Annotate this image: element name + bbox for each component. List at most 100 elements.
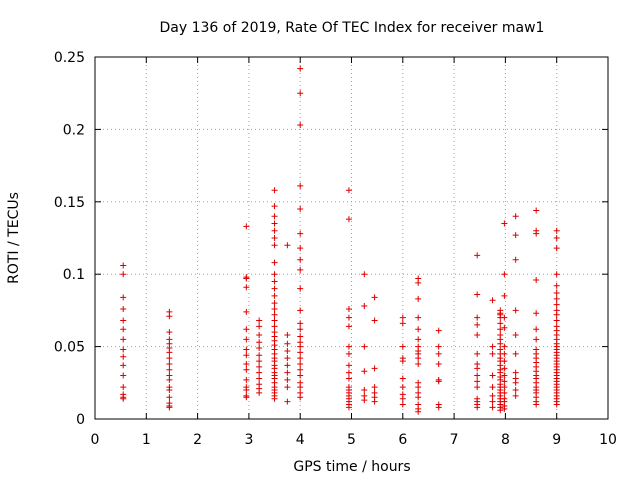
data-point (166, 366, 173, 373)
data-point (243, 346, 250, 353)
data-point (399, 320, 406, 327)
data-point (120, 372, 127, 379)
data-point (284, 242, 291, 249)
data-point (415, 355, 422, 362)
data-point (501, 384, 508, 391)
data-point (489, 343, 496, 350)
data-point (297, 333, 304, 340)
data-point (256, 345, 263, 352)
x-tick-label: 5 (347, 432, 356, 448)
data-point (345, 323, 352, 330)
data-point (474, 384, 481, 391)
x-axis-label: GPS time / hours (293, 459, 410, 475)
data-point (553, 401, 560, 408)
data-point (512, 387, 519, 394)
data-point (489, 372, 496, 379)
data-point (284, 362, 291, 369)
data-point (553, 290, 560, 297)
data-point (553, 235, 560, 241)
data-point (415, 360, 422, 367)
data-point (271, 213, 278, 220)
data-point (553, 271, 560, 278)
data-point (512, 213, 519, 220)
data-point (399, 401, 406, 408)
data-point (271, 271, 278, 278)
data-point (120, 317, 127, 324)
data-point (256, 389, 263, 396)
data-point (361, 397, 368, 404)
data-point (120, 336, 127, 343)
data-point (120, 262, 127, 269)
data-point (501, 365, 508, 372)
data-point (345, 375, 352, 382)
data-point (243, 336, 250, 343)
data-point (297, 355, 304, 362)
data-point (497, 326, 504, 333)
data-point (297, 90, 304, 97)
data-point (489, 392, 496, 399)
data-point (256, 317, 263, 324)
data-point (553, 282, 560, 289)
data-point (474, 291, 481, 298)
data-point (166, 360, 173, 367)
data-point (533, 336, 540, 343)
data-point (256, 352, 263, 359)
data-point (361, 387, 368, 394)
data-point (474, 252, 481, 259)
x-tick-label: 0 (91, 432, 100, 448)
data-point (284, 384, 291, 391)
data-point (166, 387, 173, 394)
data-point (297, 206, 304, 213)
data-point (474, 365, 481, 372)
data-point (297, 366, 304, 373)
data-point (435, 350, 442, 357)
data-point (371, 398, 378, 405)
data-point (284, 332, 291, 339)
x-tick-label: 2 (193, 432, 202, 448)
data-point (271, 285, 278, 292)
data-point (271, 292, 278, 299)
data-point (166, 355, 173, 362)
y-axis-label: ROTI / TECUs (6, 192, 22, 284)
data-point (243, 376, 250, 383)
data-point (297, 256, 304, 263)
data-point (271, 323, 278, 330)
data-point (501, 405, 508, 412)
data-point (553, 311, 560, 318)
x-tick-label: 7 (450, 432, 459, 448)
data-point (361, 368, 368, 375)
data-point (501, 372, 508, 379)
data-point (166, 313, 173, 320)
data-point (399, 343, 406, 350)
data-point (284, 347, 291, 354)
data-point (256, 358, 263, 365)
data-point (501, 350, 508, 357)
data-point (345, 305, 352, 312)
data-point (120, 305, 127, 312)
data-point (371, 294, 378, 301)
data-point (361, 343, 368, 350)
data-point (512, 379, 519, 386)
data-point (297, 394, 304, 401)
data-point (415, 326, 422, 333)
data-point (120, 362, 127, 369)
data-point (533, 230, 540, 237)
data-point (297, 122, 304, 129)
data-point (120, 346, 127, 353)
data-point (120, 326, 127, 333)
data-point (512, 307, 519, 314)
data-point (166, 404, 173, 411)
data-point (271, 203, 278, 210)
data-point (271, 227, 278, 234)
data-point (120, 353, 127, 360)
data-point (435, 343, 442, 350)
data-point (553, 245, 560, 252)
data-point (474, 350, 481, 357)
data-point (243, 308, 250, 315)
data-point (474, 404, 481, 411)
data-point (512, 369, 519, 376)
data-point (501, 358, 508, 365)
data-point (533, 326, 540, 333)
